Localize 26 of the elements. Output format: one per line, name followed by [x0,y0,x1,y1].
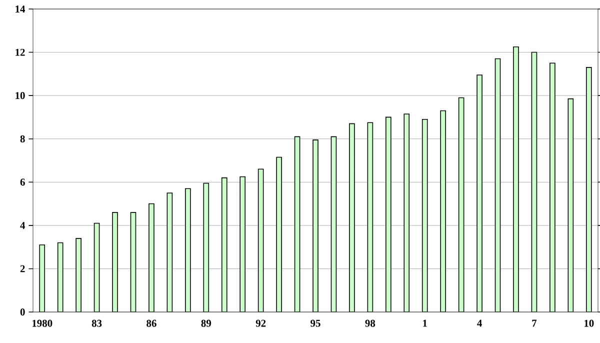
y-tick-label: 12 [16,48,25,56]
bar [330,136,337,312]
bar [494,58,501,312]
x-tick-label: 83 [92,320,102,327]
bar [568,98,574,312]
y-tick-label: 8 [20,135,25,142]
x-tick-label: 89 [201,320,211,327]
bar [531,52,538,312]
x-tick-label: 10 [584,320,594,327]
x-tick-label: 95 [310,320,320,327]
y-tick-label: 0 [20,308,25,316]
x-tick-label: 1980 [32,320,52,327]
y-tick-label: 4 [20,222,26,229]
x-tick-label: 7 [532,320,537,327]
y-tick-label: 2 [20,265,25,272]
bar [294,136,300,312]
y-tick-label: 10 [16,92,25,100]
x-tick-label: 92 [256,320,266,327]
y-tick-label: 14 [16,6,26,12]
x-tick-label: 4 [477,320,482,327]
y-tick-label: 6 [20,178,25,186]
bar [367,122,374,312]
x-tick-label: 1 [423,320,427,327]
bar [458,97,464,312]
x-tick-label: 86 [146,320,156,327]
x-tick-label: 98 [365,320,376,327]
